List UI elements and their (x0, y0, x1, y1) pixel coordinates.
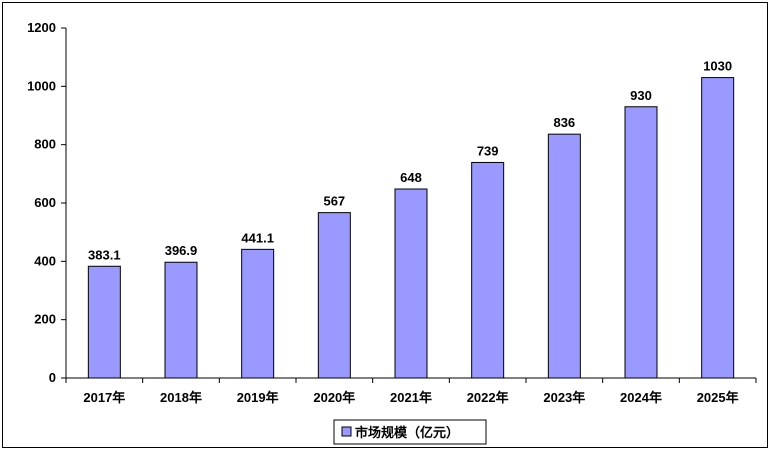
legend-box (333, 419, 487, 445)
y-tick-label: 1000 (27, 78, 56, 93)
data-labels: 383.1 396.9 441.1 567 648 739 836 930 1030 (88, 59, 732, 263)
y-tick-label: 1200 (27, 20, 56, 35)
y-tick-label: 600 (34, 195, 56, 210)
data-label: 567 (323, 194, 345, 209)
x-tick-label: 2019年 (237, 390, 279, 405)
bar (317, 212, 351, 379)
y-axis: 0 200 400 600 800 1000 1200 (27, 20, 67, 385)
bars (87, 77, 735, 379)
bar (547, 133, 581, 379)
legend-label: 市场规模（亿元） (355, 425, 459, 441)
x-tick-label: 2020年 (313, 390, 355, 405)
bar (87, 265, 121, 379)
bar (164, 261, 198, 379)
data-label: 396.9 (165, 243, 198, 258)
data-label: 739 (477, 143, 499, 158)
x-axis: 2017年 2018年 2019年 2020年 2021年 2022年 2023年 2024年… (65, 377, 757, 405)
data-label: 648 (400, 170, 422, 185)
data-label: 441.1 (241, 230, 274, 245)
bar (701, 77, 735, 379)
y-tick-label: 200 (34, 312, 56, 327)
y-tick-label: 400 (34, 253, 56, 268)
x-tick-label: 2017年 (83, 390, 125, 405)
data-label: 930 (630, 88, 652, 103)
data-label: 383.1 (88, 247, 121, 262)
bar (241, 248, 275, 379)
y-tick-label: 0 (49, 370, 56, 385)
x-tick-label: 2024年 (620, 390, 662, 405)
bar (624, 106, 658, 379)
x-tick-label: 2018年 (160, 390, 202, 405)
x-tick-label: 2025年 (697, 390, 739, 405)
legend: 市场规模（亿元） (333, 419, 487, 445)
data-label: 836 (553, 115, 575, 130)
data-label: 1030 (703, 59, 732, 74)
legend-swatch (341, 426, 352, 437)
bar (394, 188, 428, 379)
y-tick-label: 800 (34, 137, 56, 152)
x-tick-label: 2023年 (543, 390, 585, 405)
bar (471, 161, 505, 379)
x-tick-label: 2021年 (390, 390, 432, 405)
x-tick-label: 2022年 (467, 390, 509, 405)
